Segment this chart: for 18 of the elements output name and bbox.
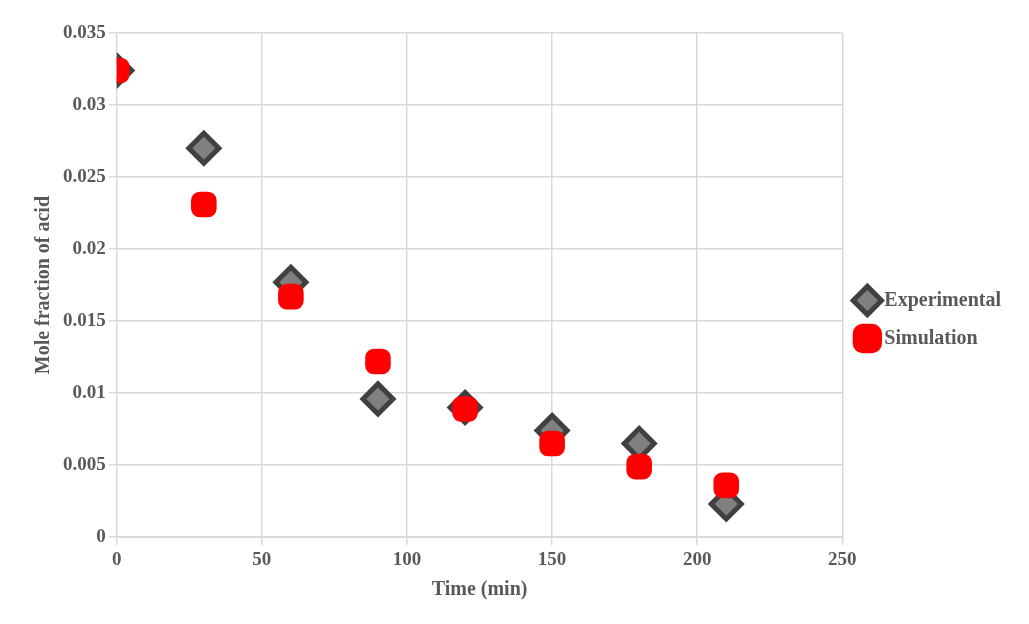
x-tick-label: 150	[537, 547, 567, 569]
legend-label: Simulation	[884, 325, 978, 348]
x-tick-label: 250	[828, 547, 857, 569]
y-tick-label: 0.005	[63, 453, 106, 475]
y-axis-title: Mole fraction of acid	[31, 195, 54, 375]
x-tick-label: 100	[392, 547, 422, 569]
legend-label: Experimental	[884, 287, 1002, 311]
x-tick-label: 0	[112, 547, 122, 569]
y-tick-label: 0.01	[72, 381, 106, 403]
y-tick-label: 0.015	[63, 309, 106, 331]
y-tick-label: 0.02	[72, 236, 106, 258]
y-tick-label: 0.035	[63, 20, 106, 42]
y-tick-label: 0.03	[72, 92, 106, 114]
x-axis-title: Time (min)	[431, 577, 528, 601]
y-tick-label: 0	[96, 525, 106, 547]
y-tick-label: 0.025	[63, 164, 106, 186]
x-tick-label: 50	[252, 547, 272, 569]
x-tick-label: 200	[682, 547, 712, 569]
